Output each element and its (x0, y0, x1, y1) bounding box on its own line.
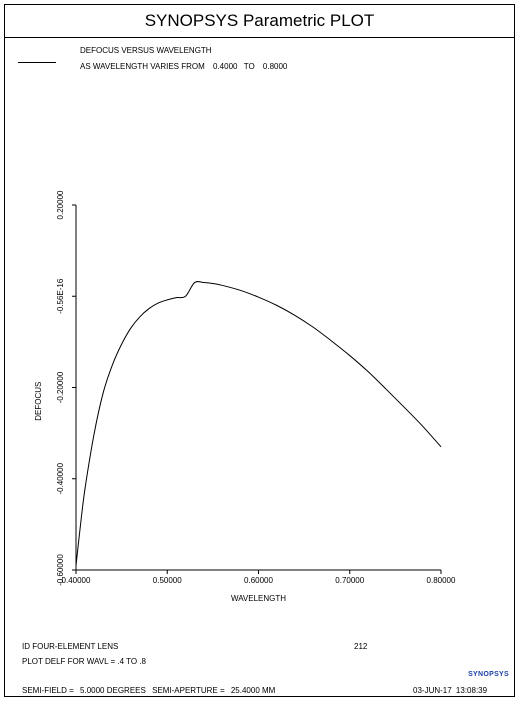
y-tick-label: 0.20000 (56, 190, 65, 219)
lens-number: 212 (354, 642, 368, 651)
x-tick-label: 0.40000 (62, 576, 91, 585)
date: 03-JUN-17 (413, 686, 452, 695)
y-axis-label: DEFOCUS (34, 382, 43, 421)
y-tick-label: -0.40000 (56, 462, 65, 494)
legend-line-sample (18, 62, 56, 63)
semi-aperture-label: SEMI-APERTURE = (152, 686, 225, 695)
synopsys-logo: SYNOPSYS (468, 671, 509, 678)
legend-range-to: 0.8000 (262, 62, 288, 71)
x-tick-label: 0.70000 (335, 576, 364, 585)
y-tick-label: -0.56E-16 (56, 278, 65, 314)
x-tick-label: 0.80000 (427, 576, 456, 585)
title-bar: SYNOPSYS Parametric PLOT (5, 5, 514, 38)
legend-series-text: AS WAVELENGTH VARIES FROM 0.4000 TO 0.80… (80, 62, 287, 71)
legend-range-to-word: TO (243, 62, 255, 71)
y-tick-label: -0.20000 (56, 371, 65, 403)
defocus-curve (75, 281, 442, 566)
timestamp: 03-JUN-17 13:08:39 (413, 686, 487, 695)
y-tick-label: -0.60000 (56, 554, 65, 586)
semi-aperture-value: 25.4000 MM (230, 686, 276, 695)
x-tick-label: 0.60000 (244, 576, 273, 585)
time: 13:08:39 (455, 686, 488, 695)
lens-id: ID FOUR-ELEMENT LENS (22, 642, 119, 651)
plot-command: PLOT DELF FOR WAVL = .4 TO .8 (22, 657, 146, 666)
plot-window: SYNOPSYS Parametric PLOT (4, 4, 515, 697)
window-title: SYNOPSYS Parametric PLOT (144, 11, 375, 30)
x-axis-label: WAVELENGTH (231, 594, 286, 603)
x-tick-label: 0.50000 (153, 576, 182, 585)
legend-range-from: 0.4000 (213, 62, 238, 71)
legend-heading: DEFOCUS VERSUS WAVELENGTH (80, 46, 212, 55)
semi-field-value: 5.0000 DEGREES (80, 686, 146, 695)
legend-series-prefix: AS WAVELENGTH VARIES FROM (80, 62, 205, 71)
semi-field-info: SEMI-FIELD = 5.0000 DEGREES SEMI-APERTUR… (22, 686, 275, 695)
semi-field-label: SEMI-FIELD = (22, 686, 74, 695)
